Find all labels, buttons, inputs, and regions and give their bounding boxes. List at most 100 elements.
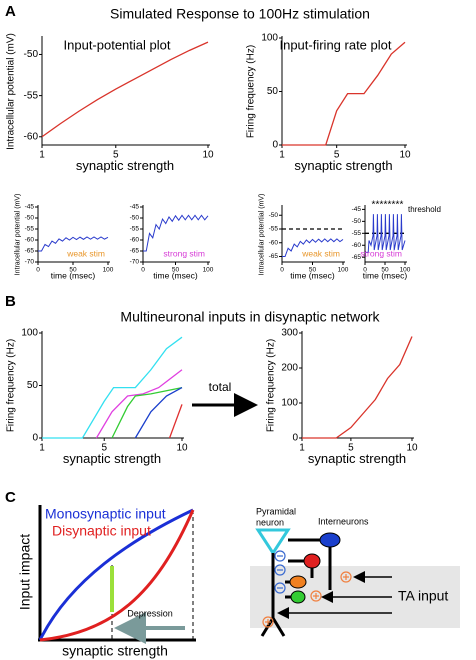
line [168, 404, 183, 439]
x-axis-label: synaptic strength [76, 158, 174, 173]
x-tick-label: 1 [299, 443, 305, 454]
x-tick-label: 10 [202, 150, 214, 161]
y-tick-label: -55 [352, 230, 362, 237]
x-axis-label: time (msec) [290, 270, 335, 280]
chart-title: Input-firing rate plot [279, 37, 391, 52]
spike-marker: * [375, 200, 379, 211]
y-tick-label: 100 [21, 328, 38, 339]
excitatory-synapses [262, 571, 352, 628]
y-tick-label: 50 [267, 86, 279, 97]
y-tick-label: -65 [130, 248, 140, 255]
y-axis-label: Intracellular potential (mV) [258, 194, 265, 276]
interneuron [290, 590, 306, 604]
x-tick-label: 100 [203, 267, 214, 274]
annotation: strong stim [163, 248, 205, 258]
x-tick-label: 10 [176, 443, 188, 454]
y-tick-label: -70 [25, 259, 35, 266]
y-tick-label: -65 [269, 253, 279, 260]
line [41, 41, 209, 138]
line [111, 386, 183, 439]
y-tick-label: -45 [352, 206, 362, 213]
interneuron [303, 553, 321, 569]
line [143, 214, 209, 252]
y-tick-label: -45 [25, 204, 35, 211]
y-tick-label: -50 [25, 215, 35, 222]
spike-marker: * [371, 200, 375, 211]
panel-title: Multineuronal inputs in disynaptic netwo… [120, 309, 380, 325]
y-axis-label: Firing frequency (Hz) [246, 45, 257, 138]
spike-marker: * [387, 200, 391, 211]
node-label: Pyramidal [256, 506, 296, 516]
spike-marker: * [379, 200, 383, 211]
x-tick-label: 0 [280, 267, 284, 274]
panel-label: B [5, 293, 16, 310]
mono-curve [38, 508, 194, 641]
circuit: Pyramidal neuron Interneurons TA input [250, 506, 460, 637]
spike-marker: * [383, 200, 387, 211]
legend-label: Disynaptic input [52, 523, 151, 539]
input-label: TA input [398, 588, 448, 604]
y-tick-label: 300 [281, 328, 298, 339]
line [134, 387, 183, 439]
annotation: Depression [127, 608, 173, 618]
x-tick-label: 50 [172, 267, 180, 274]
threshold-label: threshold [408, 205, 441, 214]
x-tick-label: 5 [334, 150, 340, 161]
y-tick-label: 100 [281, 398, 298, 409]
x-axis-label: time (msec) [363, 270, 408, 280]
x-tick-label: 0 [36, 267, 40, 274]
spike-marker: * [395, 200, 399, 211]
line [282, 41, 406, 146]
annotation: weak stim [66, 248, 105, 258]
y-tick-label: -50 [24, 49, 39, 60]
x-tick-label: 0 [363, 267, 367, 274]
x-tick-label: 50 [381, 267, 389, 274]
x-tick-label: 10 [399, 150, 411, 161]
x-axis-label: synaptic strength [294, 158, 392, 173]
x-axis-label: synaptic strength [63, 451, 161, 466]
y-tick-label: -60 [25, 237, 35, 244]
x-tick-label: 1 [39, 443, 45, 454]
x-axis-label: synaptic strength [308, 451, 406, 466]
line [365, 214, 406, 253]
x-tick-label: 1 [279, 150, 285, 161]
line [38, 236, 109, 252]
y-tick-label: -50 [269, 212, 279, 219]
panel-label: A [5, 3, 16, 20]
line [42, 336, 183, 439]
spike-marker: * [399, 200, 403, 211]
y-tick-label: -60 [352, 242, 362, 249]
x-tick-label: 50 [309, 267, 317, 274]
interneuron [319, 532, 341, 548]
y-tick-label: -65 [25, 248, 35, 255]
chart-title: Input-potential plot [64, 37, 171, 52]
x-tick-label: 100 [400, 267, 411, 274]
y-tick-label: -45 [130, 204, 140, 211]
y-tick-label: 200 [281, 363, 298, 374]
pyramidal-neuron [255, 528, 291, 556]
y-tick-label: -50 [130, 215, 140, 222]
line [95, 369, 183, 439]
interneuron [289, 575, 307, 589]
y-tick-label: -70 [130, 259, 140, 266]
y-tick-label: 0 [272, 140, 278, 151]
panel-label: C [5, 489, 16, 506]
y-tick-label: 50 [27, 380, 39, 391]
y-axis-label: Input impact [17, 534, 33, 610]
x-tick-label: 5 [101, 443, 107, 454]
annotation: strong stim [360, 248, 402, 258]
y-axis-label: Intracellular potential (mV) [6, 33, 17, 150]
node-label: neuron [256, 517, 284, 527]
y-tick-label: 0 [292, 433, 298, 444]
spike-marker: * [391, 200, 395, 211]
x-tick-label: 50 [69, 267, 77, 274]
di-curve [39, 509, 195, 642]
x-axis-label: synaptic strength [62, 643, 168, 659]
annotation: weak stim [301, 248, 340, 258]
x-tick-label: 5 [348, 443, 354, 454]
x-axis-label: time (msec) [51, 270, 96, 280]
y-tick-label: -55 [25, 226, 35, 233]
panel-title: Simulated Response to 100Hz stimulation [110, 6, 370, 22]
y-tick-label: -55 [130, 226, 140, 233]
